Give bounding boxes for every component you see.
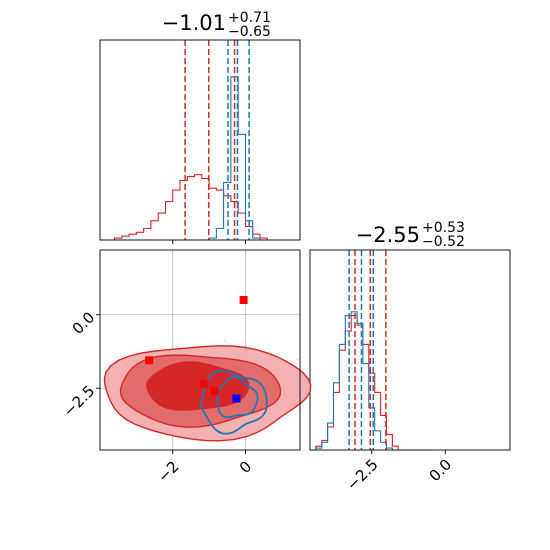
marginal-x-title-main: −1.01 (162, 11, 226, 35)
joint-scatter-point (224, 339, 226, 342)
joint-marker-0 (239, 296, 248, 304)
marginal-y-title-main: −2.55 (356, 223, 420, 247)
joint-markers (145, 296, 248, 403)
marginal-y-histograms (310, 311, 434, 451)
marginal-x-quantile-lines (184, 40, 250, 240)
joint-xtick-label-0: −2 (154, 458, 182, 486)
joint-blue-contours (200, 369, 268, 435)
marginal-x-series-red (100, 174, 297, 241)
joint-blue-contour-outer (200, 369, 268, 435)
joint-marker-2 (199, 379, 208, 388)
marginal-x-title-sub: −0.65 (228, 24, 271, 40)
joint-marker-1 (145, 356, 154, 365)
marginal-x-tick-marks (172, 240, 246, 244)
joint-blue-contour-inner (216, 376, 259, 419)
marginal-x-frame (99, 39, 301, 241)
joint-frame (99, 249, 301, 451)
joint-red-contours (103, 345, 312, 442)
marginal-y-tick-marks (371, 450, 446, 454)
joint-xtick-label-1: 0 (236, 458, 255, 477)
joint-marker-4 (232, 394, 241, 403)
joint-red-contour-inner (146, 361, 250, 411)
marginal-y-frame (309, 249, 511, 451)
joint-panel: −2 0 −2.5 0.0 (60, 249, 312, 486)
marginal-x-panel: −1.01 +0.71 −0.65 (99, 10, 301, 244)
marginal-y-panel: −2.55 +0.53 −0.52 −2.5 0.0 (309, 220, 511, 494)
marginal-y-tick-label-0: −2.5 (343, 456, 381, 494)
marginal-y-title-sup: +0.53 (422, 220, 465, 236)
marginal-y-tick-label-1: 0.0 (426, 456, 456, 486)
marginal-y-series-red (310, 315, 434, 451)
marginal-y-quantile-lines (348, 250, 387, 450)
marginal-y-tick-labels: −2.5 0.0 (343, 456, 455, 494)
marginal-x-title-sup: +0.71 (228, 10, 271, 26)
marginal-x-series-blue (100, 76, 297, 241)
marginal-y-title-sub: −0.52 (422, 234, 465, 250)
joint-ytick-label-0: −2.5 (60, 382, 98, 420)
joint-tick-marks (96, 314, 246, 454)
joint-ytick-label-1: 0.0 (69, 308, 99, 338)
marginal-x-histograms (100, 76, 297, 241)
joint-scatter-point (296, 359, 299, 361)
marginal-y-series-blue (310, 311, 434, 451)
joint-marker-3 (210, 387, 219, 396)
